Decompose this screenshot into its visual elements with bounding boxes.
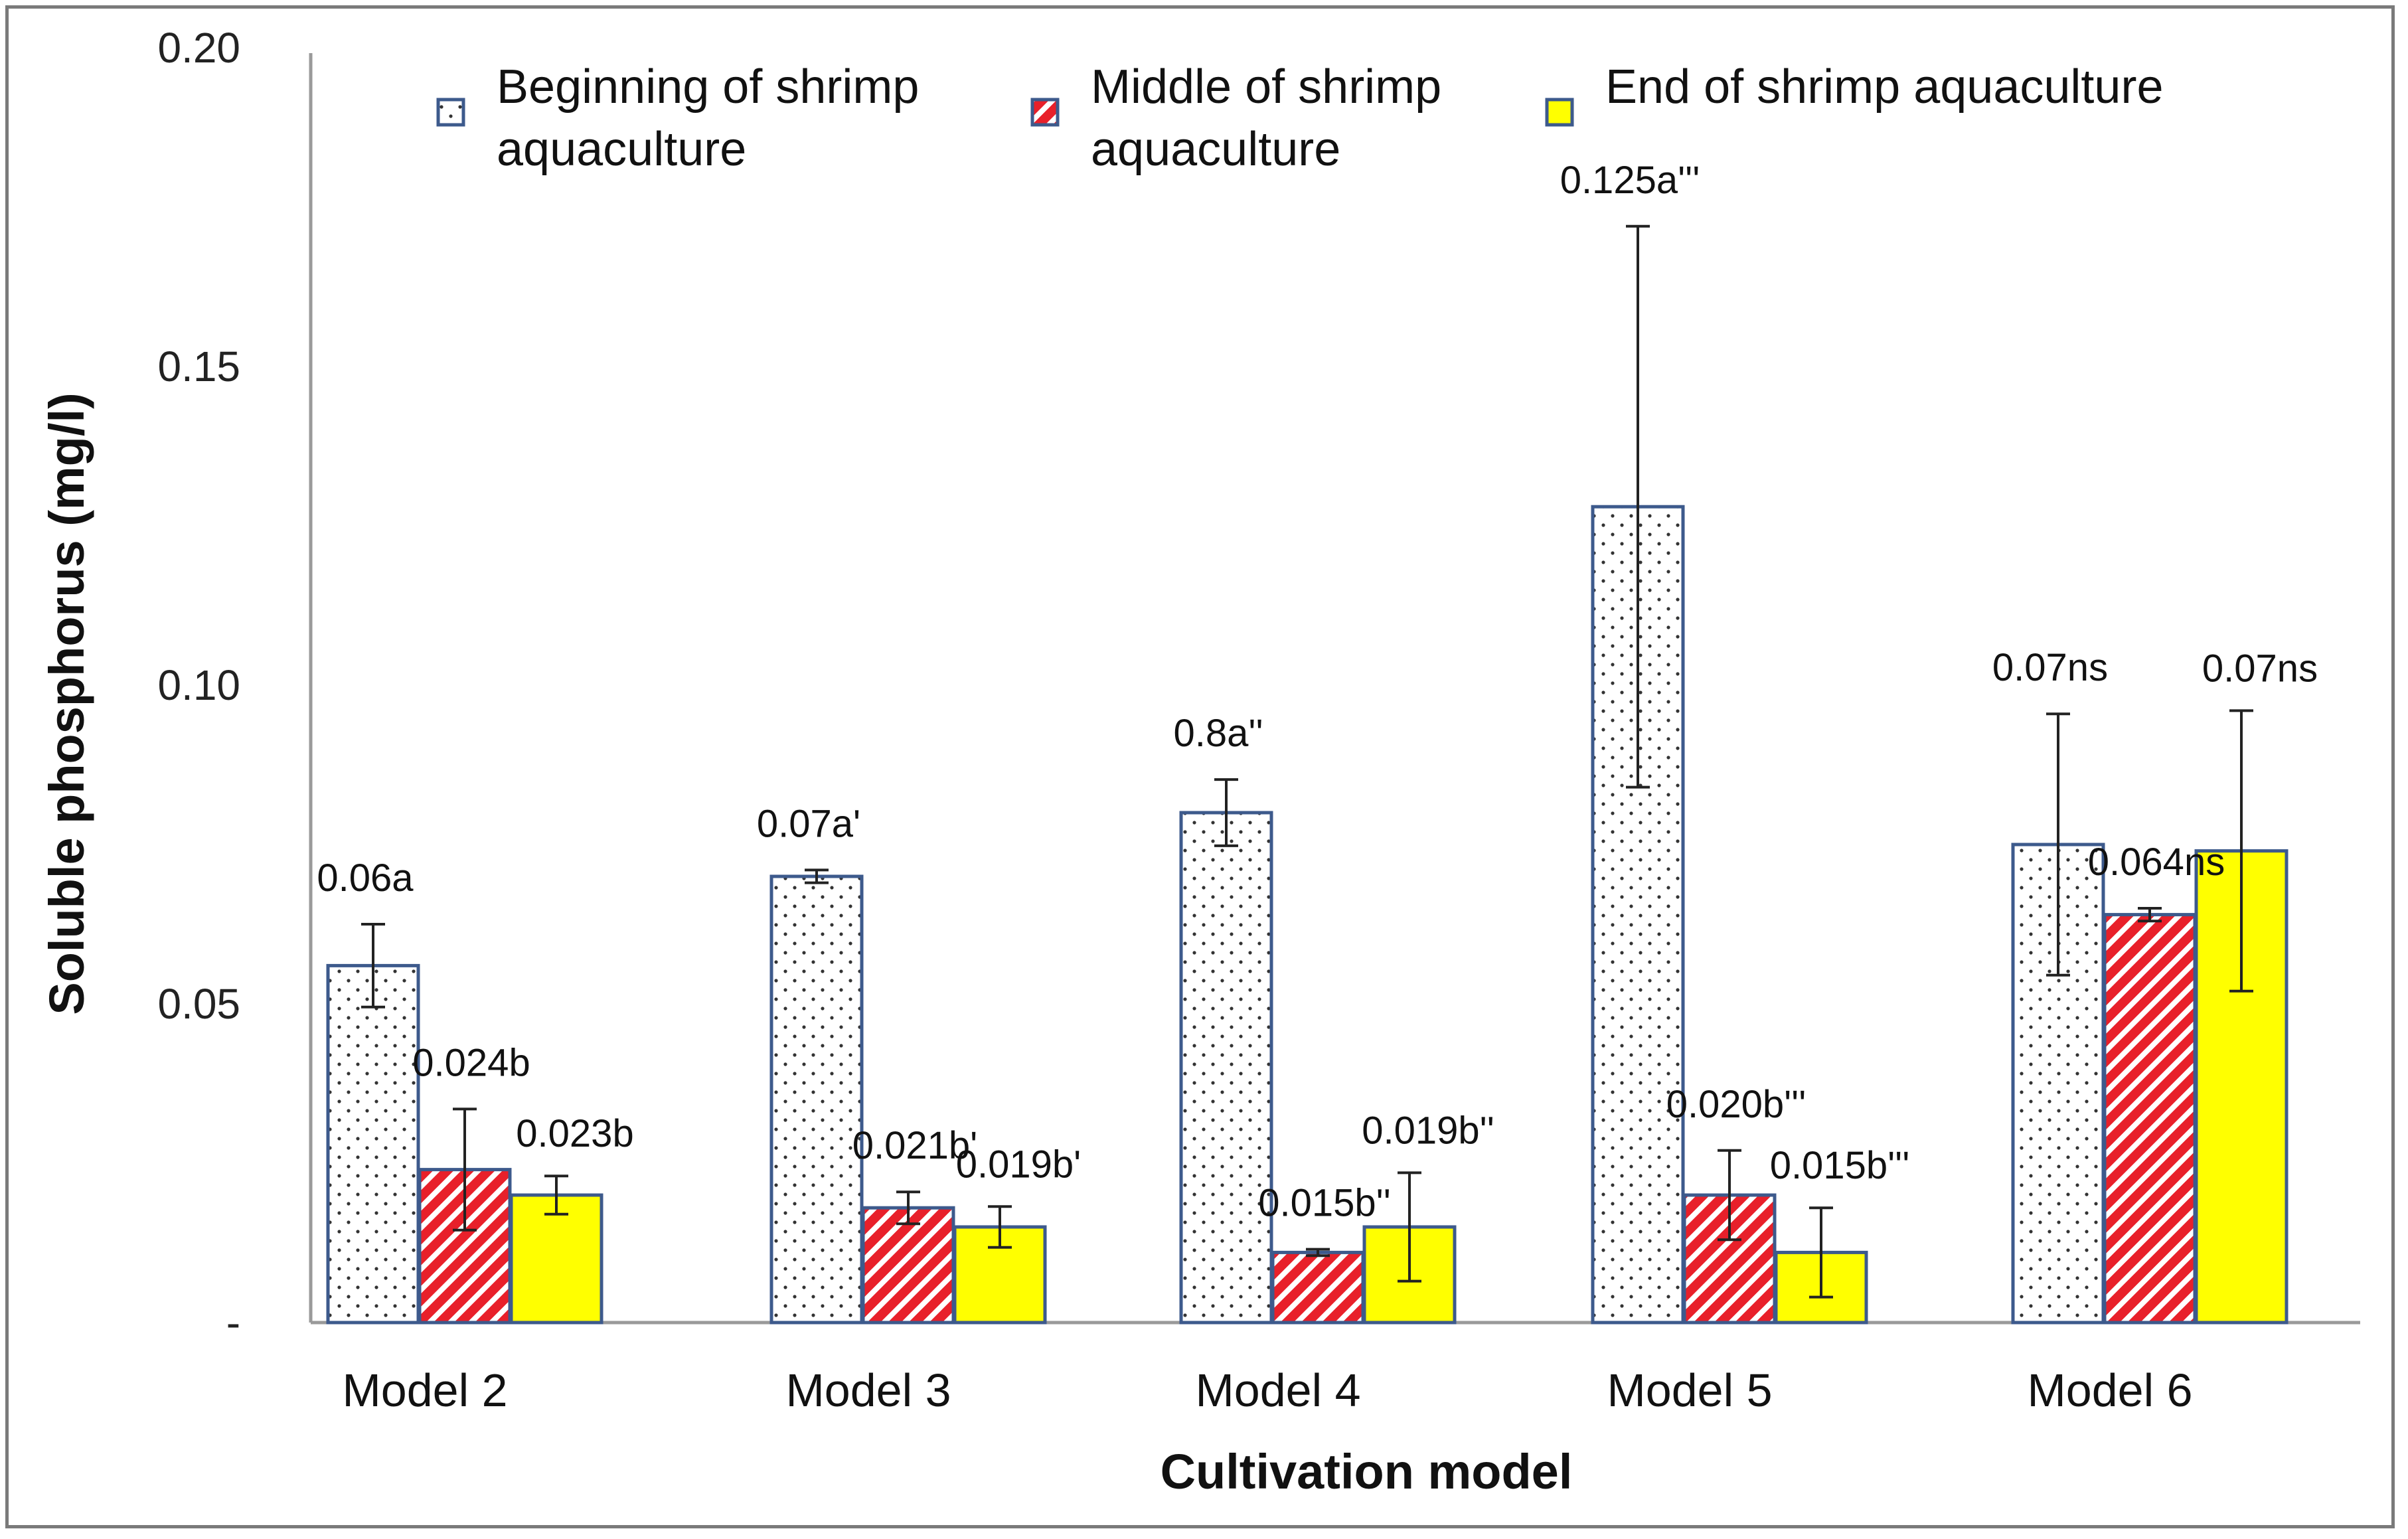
legend-swatch [1030, 98, 1060, 127]
bar [509, 1193, 603, 1325]
data-label: 0.8a'' [1173, 712, 1263, 755]
data-label: 0.07a' [757, 802, 860, 845]
y-tick-label: 0.05 [157, 980, 240, 1028]
data-label: 0.023b [516, 1112, 633, 1155]
data-label: 0.024b [412, 1041, 530, 1084]
category-label: Model 3 [785, 1364, 951, 1416]
y-axis-title: Soluble phosphorus (mg/l) [39, 392, 94, 1014]
data-label: 0.019b'' [1362, 1109, 1494, 1152]
data-label: 0.125a''' [1560, 159, 1700, 202]
legend-label: Beginning of shrimp [497, 60, 919, 114]
bar [1179, 811, 1273, 1325]
bar [1271, 1250, 1365, 1325]
legend-swatch [436, 98, 465, 127]
category-label: Model 2 [342, 1364, 507, 1416]
data-label: 0.019b' [956, 1143, 1081, 1186]
category-label: Model 6 [2027, 1364, 2192, 1416]
data-label: 0.064ns [2088, 841, 2225, 884]
legend-label: aquaculture [497, 123, 746, 176]
data-labels: 0.06a 0.024b 0.023b 0.07a' 0.021b'0.019b' 0.8… [317, 159, 2318, 1225]
data-label: 0.07ns [2202, 647, 2318, 690]
category-label: Model 5 [1607, 1364, 1772, 1416]
category-labels: Model 2 Model 3 Model 4 Model 5 Model 6 [342, 1364, 2192, 1416]
y-tick-label: 0.15 [157, 343, 240, 390]
data-label: 0.020b''' [1666, 1083, 1806, 1126]
data-label: 0.07ns [1992, 646, 2108, 689]
bar [769, 874, 864, 1325]
data-label: 0.021b' [852, 1124, 977, 1167]
y-tick-label: 0.10 [157, 661, 240, 709]
y-tick-labels: - 0.05 0.10 0.15 0.20 [157, 24, 240, 1346]
error-bars [361, 224, 2253, 1299]
legend-label: Middle of shrimp [1091, 60, 1441, 114]
bar [861, 1206, 955, 1325]
bar [326, 963, 420, 1325]
y-tick-label: 0.20 [157, 24, 240, 72]
data-label: 0.015b'' [1258, 1182, 1391, 1225]
category-label: Model 4 [1195, 1364, 1360, 1416]
data-label: 0.06a [317, 856, 414, 900]
legend-label: aquaculture [1091, 123, 1340, 176]
legend: Beginning of shrimp aquaculture Middle of … [436, 60, 2163, 176]
x-axis-title: Cultivation model [1161, 1444, 1573, 1499]
legend-label: End of shrimp aquaculture [1605, 60, 2163, 114]
legend-swatch [1545, 98, 1574, 127]
bar [2103, 913, 2197, 1325]
y-tick-label: - [226, 1299, 240, 1346]
data-label: 0.015b''' [1770, 1144, 1910, 1187]
